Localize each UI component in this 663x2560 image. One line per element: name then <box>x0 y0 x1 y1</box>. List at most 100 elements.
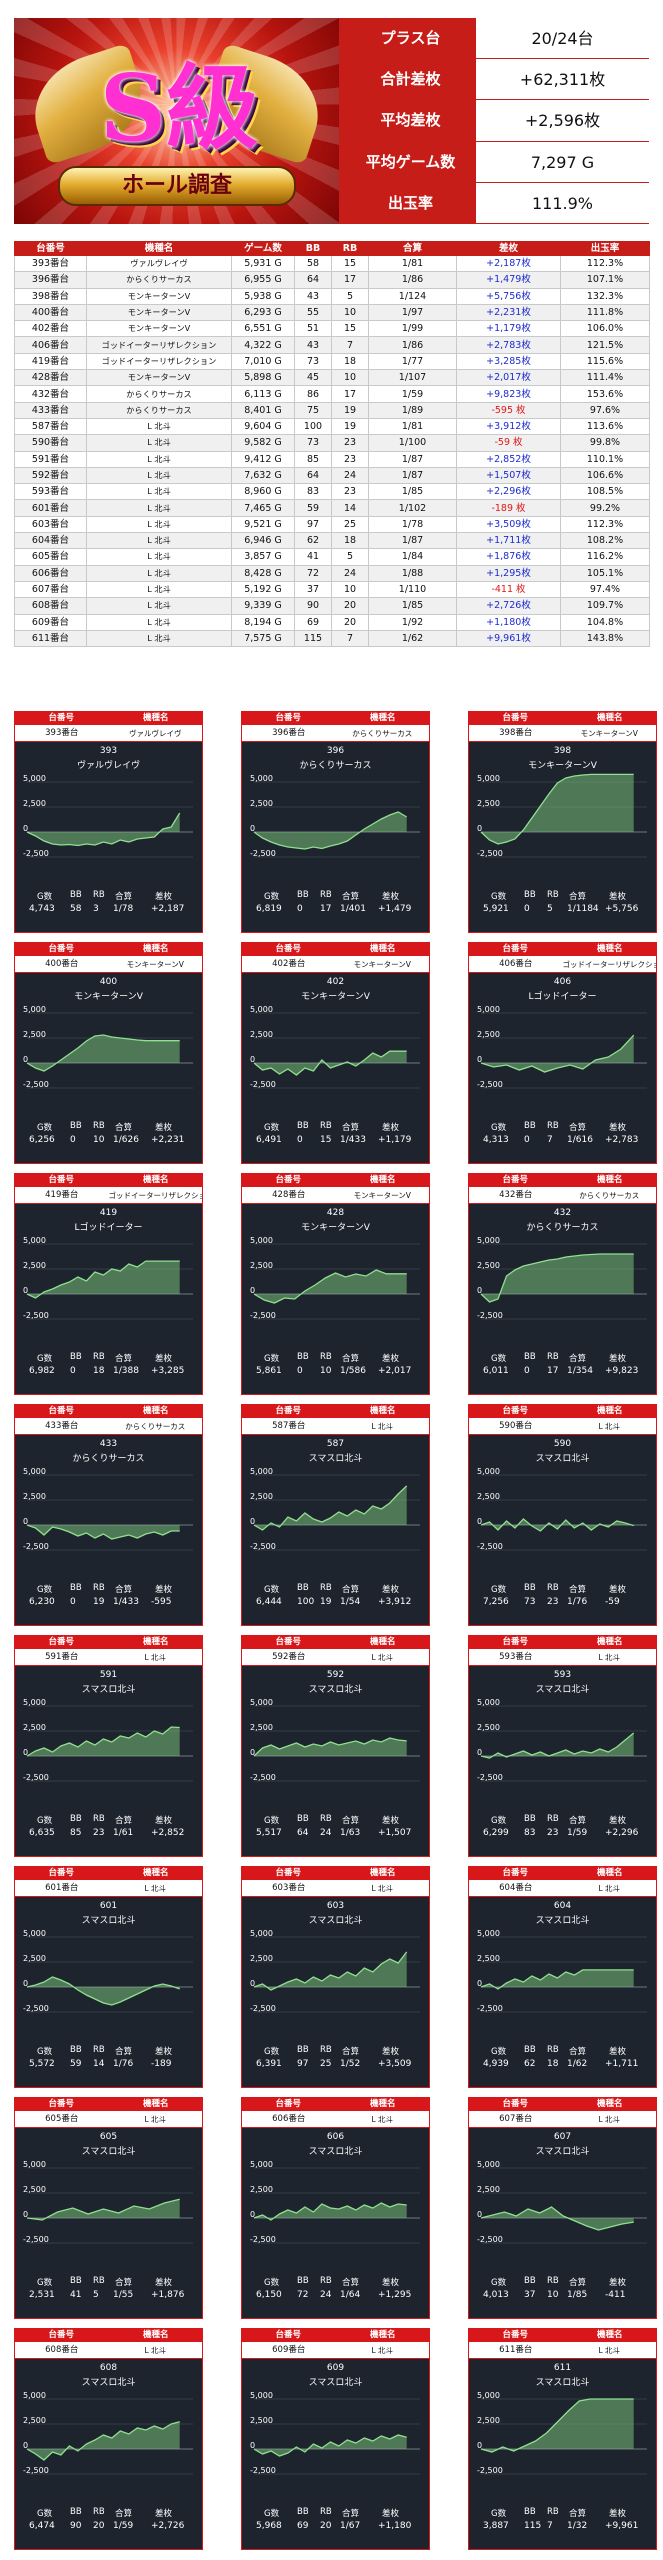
slump-chart <box>253 2167 420 2244</box>
machine-card[interactable]: 台番号 機種名 590番台 L 北斗 590 スマスロ北斗 5,000 2,500 0 -2,50… <box>468 1404 657 1626</box>
stat-header: G数 <box>264 1585 280 1595</box>
card-machine-no: 393番台 <box>45 728 79 738</box>
y-axis-label: 2,500 <box>477 1723 500 1732</box>
table-row[interactable]: 607番台 L 北斗 5,192 G 37 10 1/110 -411 枚 97.4% <box>14 580 650 599</box>
machine-card[interactable]: 台番号 機種名 591番台 L 北斗 591 スマスロ北斗 5,000 2,500 0 -2,50… <box>14 1635 203 1857</box>
y-axis-label: 2,500 <box>477 799 500 808</box>
card-machine-name: L 北斗 <box>144 1884 167 1893</box>
y-axis-label: 2,500 <box>23 1492 46 1501</box>
table-row[interactable]: 433番台 からくりサーカス 8,401 G 75 19 1/89 -595 枚 97.6% <box>14 401 650 419</box>
table-cell: からくりサーカス <box>86 271 232 289</box>
table-row[interactable]: 398番台 モンキーターンV 5,938 G 43 5 1/124 +5,756枚 132.3… <box>14 287 650 305</box>
machine-card[interactable]: 台番号 機種名 419番台 ゴッドイーターリザレクション 419 Lゴッドイーター 5,00… <box>14 1173 203 1395</box>
y-axis-label: -2,500 <box>23 1773 49 1782</box>
machine-card[interactable]: 台番号 機種名 608番台 L 北斗 608 スマスロ北斗 5,000 2,500 0 -2,50… <box>14 2328 203 2550</box>
slump-area <box>481 1035 634 1072</box>
table-row[interactable]: 611番台 L 北斗 7,575 G 115 7 1/62 +9,961枚 143.8% <box>14 629 650 648</box>
table-row[interactable]: 606番台 L 北斗 8,428 G 72 24 1/88 +1,295枚 105.1% <box>14 564 650 582</box>
stat-header: RB <box>93 1814 105 1824</box>
table-row[interactable]: 406番台 ゴッドイーターリザレクション 4,322 G 43 7 1/86 +2,783枚… <box>14 336 650 354</box>
table-cell: 106.6% <box>560 466 650 485</box>
machine-card[interactable]: 台番号 機種名 398番台 モンキーターンV 398 モンキーターンV 5,000 2,500… <box>468 711 657 933</box>
table-cell: 90 <box>294 597 332 615</box>
grade-logo-text: S級 <box>99 54 259 162</box>
card-machine-no: 608番台 <box>45 2345 79 2355</box>
table-row[interactable]: 419番台 ゴッドイーターリザレクション 7,010 G 73 18 1/77 +3,285… <box>14 352 650 371</box>
stat-header: 合算 <box>569 1354 587 1364</box>
machine-card[interactable]: 台番号 機種名 603番台 L 北斗 603 スマスロ北斗 5,000 2,500 0 -2,50… <box>241 1866 430 2088</box>
table-cell: 109.7% <box>560 597 650 615</box>
stat-games: 6,391 <box>256 2059 282 2069</box>
stat-header: RB <box>547 1352 559 1362</box>
slump-graph: 590 スマスロ北斗 5,000 2,500 0 -2,500 G数 BB RB 合算 差枚 7,25… <box>468 1435 657 1626</box>
table-cell: ゴッドイーターリザレクション <box>86 352 232 371</box>
machine-card[interactable]: 台番号 機種名 604番台 L 北斗 604 スマスロ北斗 5,000 2,500 0 -2,50… <box>468 1866 657 2088</box>
machine-card[interactable]: 台番号 機種名 605番台 L 北斗 605 スマスロ北斗 5,000 2,500 0 -2,50… <box>14 2097 203 2319</box>
table-row[interactable]: 609番台 L 北斗 8,194 G 69 20 1/92 +1,180枚 104.8% <box>14 613 650 631</box>
slump-line <box>253 2434 407 2457</box>
machine-card[interactable]: 台番号 機種名 433番台 からくりサーカス 433 からくりサーカス 5,000 2,500… <box>14 1404 203 1626</box>
table-row[interactable]: 587番台 L 北斗 9,604 G 100 19 1/81 +3,912枚 113.6% <box>14 417 650 436</box>
machine-card[interactable]: 台番号 機種名 609番台 L 北斗 609 スマスロ北斗 5,000 2,500 0 -2,50… <box>241 2328 430 2550</box>
stat-header: 合算 <box>115 2047 133 2057</box>
graph-title: からくりサーカス <box>299 761 372 771</box>
slump-graph: 432 からくりサーカス 5,000 2,500 0 -2,500 G数 BB RB 合算 差枚 6,… <box>468 1204 657 1395</box>
table-cell: 24 <box>331 564 369 582</box>
graph-number: 591 <box>99 1670 118 1680</box>
table-cell: 1/110 <box>368 580 457 599</box>
card-header: 台番号 機種名 <box>468 2328 657 2342</box>
stat-header: BB <box>297 2507 309 2517</box>
table-row[interactable]: 604番台 L 北斗 6,946 G 62 18 1/87 +1,711枚 108.2% <box>14 532 650 550</box>
table-row[interactable]: 605番台 L 北斗 3,857 G 41 5 1/84 +1,876枚 116.2% <box>14 548 650 566</box>
machine-card[interactable]: 台番号 機種名 607番台 L 北斗 607 スマスロ北斗 5,000 2,500 0 -2,50… <box>468 2097 657 2319</box>
machine-card[interactable]: 台番号 機種名 606番台 L 北斗 606 スマスロ北斗 5,000 2,500 0 -2,50… <box>241 2097 430 2319</box>
machine-card[interactable]: 台番号 機種名 587番台 L 北斗 587 スマスロ北斗 5,000 2,500 0 -2,50… <box>241 1404 430 1626</box>
table-cell: 72 <box>294 564 332 582</box>
card-header: 台番号 機種名 <box>241 1404 430 1418</box>
machine-card[interactable]: 台番号 機種名 428番台 モンキーターンV 428 モンキーターンV 5,000 2,500… <box>241 1173 430 1395</box>
machine-card[interactable]: 台番号 機種名 402番台 モンキーターンV 402 モンキーターンV 5,000 2,500… <box>241 942 430 1164</box>
table-row[interactable]: 593番台 L 北斗 8,960 G 83 23 1/85 +2,296枚 108.5% <box>14 483 650 501</box>
stat-total: 1/388 <box>113 1366 139 1376</box>
card-header-name: 機種名 <box>142 944 169 954</box>
card-header: 台番号 機種名 <box>14 2097 203 2111</box>
machine-card[interactable]: 台番号 機種名 400番台 モンキーターンV 400 モンキーターンV 5,000 2,500… <box>14 942 203 1164</box>
card-info-row: 606番台 L 北斗 <box>241 2111 430 2128</box>
table-row[interactable]: 400番台 モンキーターンV 6,293 G 55 10 1/97 +2,231枚 111.8… <box>14 303 650 322</box>
table-row[interactable]: 396番台 からくりサーカス 6,955 G 64 17 1/86 +1,479枚 107.1… <box>14 271 650 289</box>
table-row[interactable]: 590番台 L 北斗 9,582 G 73 23 1/100 -59 枚 99.8% <box>14 434 650 452</box>
machine-card[interactable]: 台番号 機種名 592番台 L 北斗 592 スマスロ北斗 5,000 2,500 0 -2,50… <box>241 1635 430 1857</box>
machine-card[interactable]: 台番号 機種名 396番台 からくりサーカス 396 からくりサーカス 5,000 2,500… <box>241 711 430 933</box>
summary-label: 平均差枚 <box>380 111 441 130</box>
table-row[interactable]: 393番台 ヴァルヴレイヴ 5,931 G 58 15 1/81 +2,187枚 112.3% <box>14 254 650 273</box>
card-header-no: 台番号 <box>48 944 74 954</box>
machine-card[interactable]: 台番号 機種名 406番台 ゴッドイーターリザレクション 406 Lゴッドイーター 5,00… <box>468 942 657 1164</box>
graph-number: 590 <box>553 1439 572 1449</box>
machine-card[interactable]: 台番号 機種名 393番台 ヴァルヴレイヴ 393 ヴァルヴレイヴ 5,000 2,500 0-… <box>14 711 203 933</box>
stat-header: 差枚 <box>609 1354 627 1364</box>
machine-card[interactable]: 台番号 機種名 432番台 からくりサーカス 432 からくりサーカス 5,000 2,500… <box>468 1173 657 1395</box>
table-row[interactable]: 592番台 L 北斗 7,632 G 64 24 1/87 +1,507枚 106.6% <box>14 466 650 485</box>
y-axis-label: 2,500 <box>477 1954 500 1963</box>
table-row[interactable]: 601番台 L 北斗 7,465 G 59 14 1/102 -189 枚 99.2% <box>14 499 650 517</box>
table-row[interactable]: 591番台 L 北斗 9,412 G 85 23 1/87 +2,852枚 110.1% <box>14 450 650 468</box>
table-row[interactable]: 402番台 モンキーターンV 6,551 G 51 15 1/99 +1,179枚 106.0… <box>14 320 650 338</box>
slump-area <box>27 813 180 846</box>
table-row[interactable]: 603番台 L 北斗 9,521 G 97 25 1/78 +3,509枚 112.3% <box>14 515 650 534</box>
table-cell: 607番台 <box>14 580 87 599</box>
card-header-name: 機種名 <box>142 2099 169 2109</box>
table-row[interactable]: 432番台 からくりサーカス 6,113 G 86 17 1/59 +9,823枚 153.6… <box>14 385 650 403</box>
table-cell: 1/107 <box>368 369 457 387</box>
card-machine-no: 604番台 <box>499 1883 533 1893</box>
stat-header: G数 <box>491 1585 507 1595</box>
table-row[interactable]: 428番台 モンキーターンV 5,898 G 45 10 1/107 +2,017枚 111.… <box>14 369 650 387</box>
y-axis-label: -2,500 <box>477 2004 503 2013</box>
table-cell: +2,231枚 <box>456 303 561 322</box>
machine-card[interactable]: 台番号 機種名 601番台 L 北斗 601 スマスロ北斗 5,000 2,500 0 -2,50… <box>14 1866 203 2088</box>
stat-header: 合算 <box>569 1816 587 1826</box>
card-info-row: 590番台 L 北斗 <box>468 1418 657 1435</box>
machine-card[interactable]: 台番号 機種名 611番台 L 北斗 611 スマスロ北斗 5,000 2,500 0 -2,50… <box>468 2328 657 2550</box>
machine-card[interactable]: 台番号 機種名 593番台 L 北斗 593 スマスロ北斗 5,000 2,500 0 -2,50… <box>468 1635 657 1857</box>
table-row[interactable]: 608番台 L 北斗 9,339 G 90 20 1/85 +2,726枚 109.7% <box>14 597 650 615</box>
slump-line <box>26 2198 180 2221</box>
